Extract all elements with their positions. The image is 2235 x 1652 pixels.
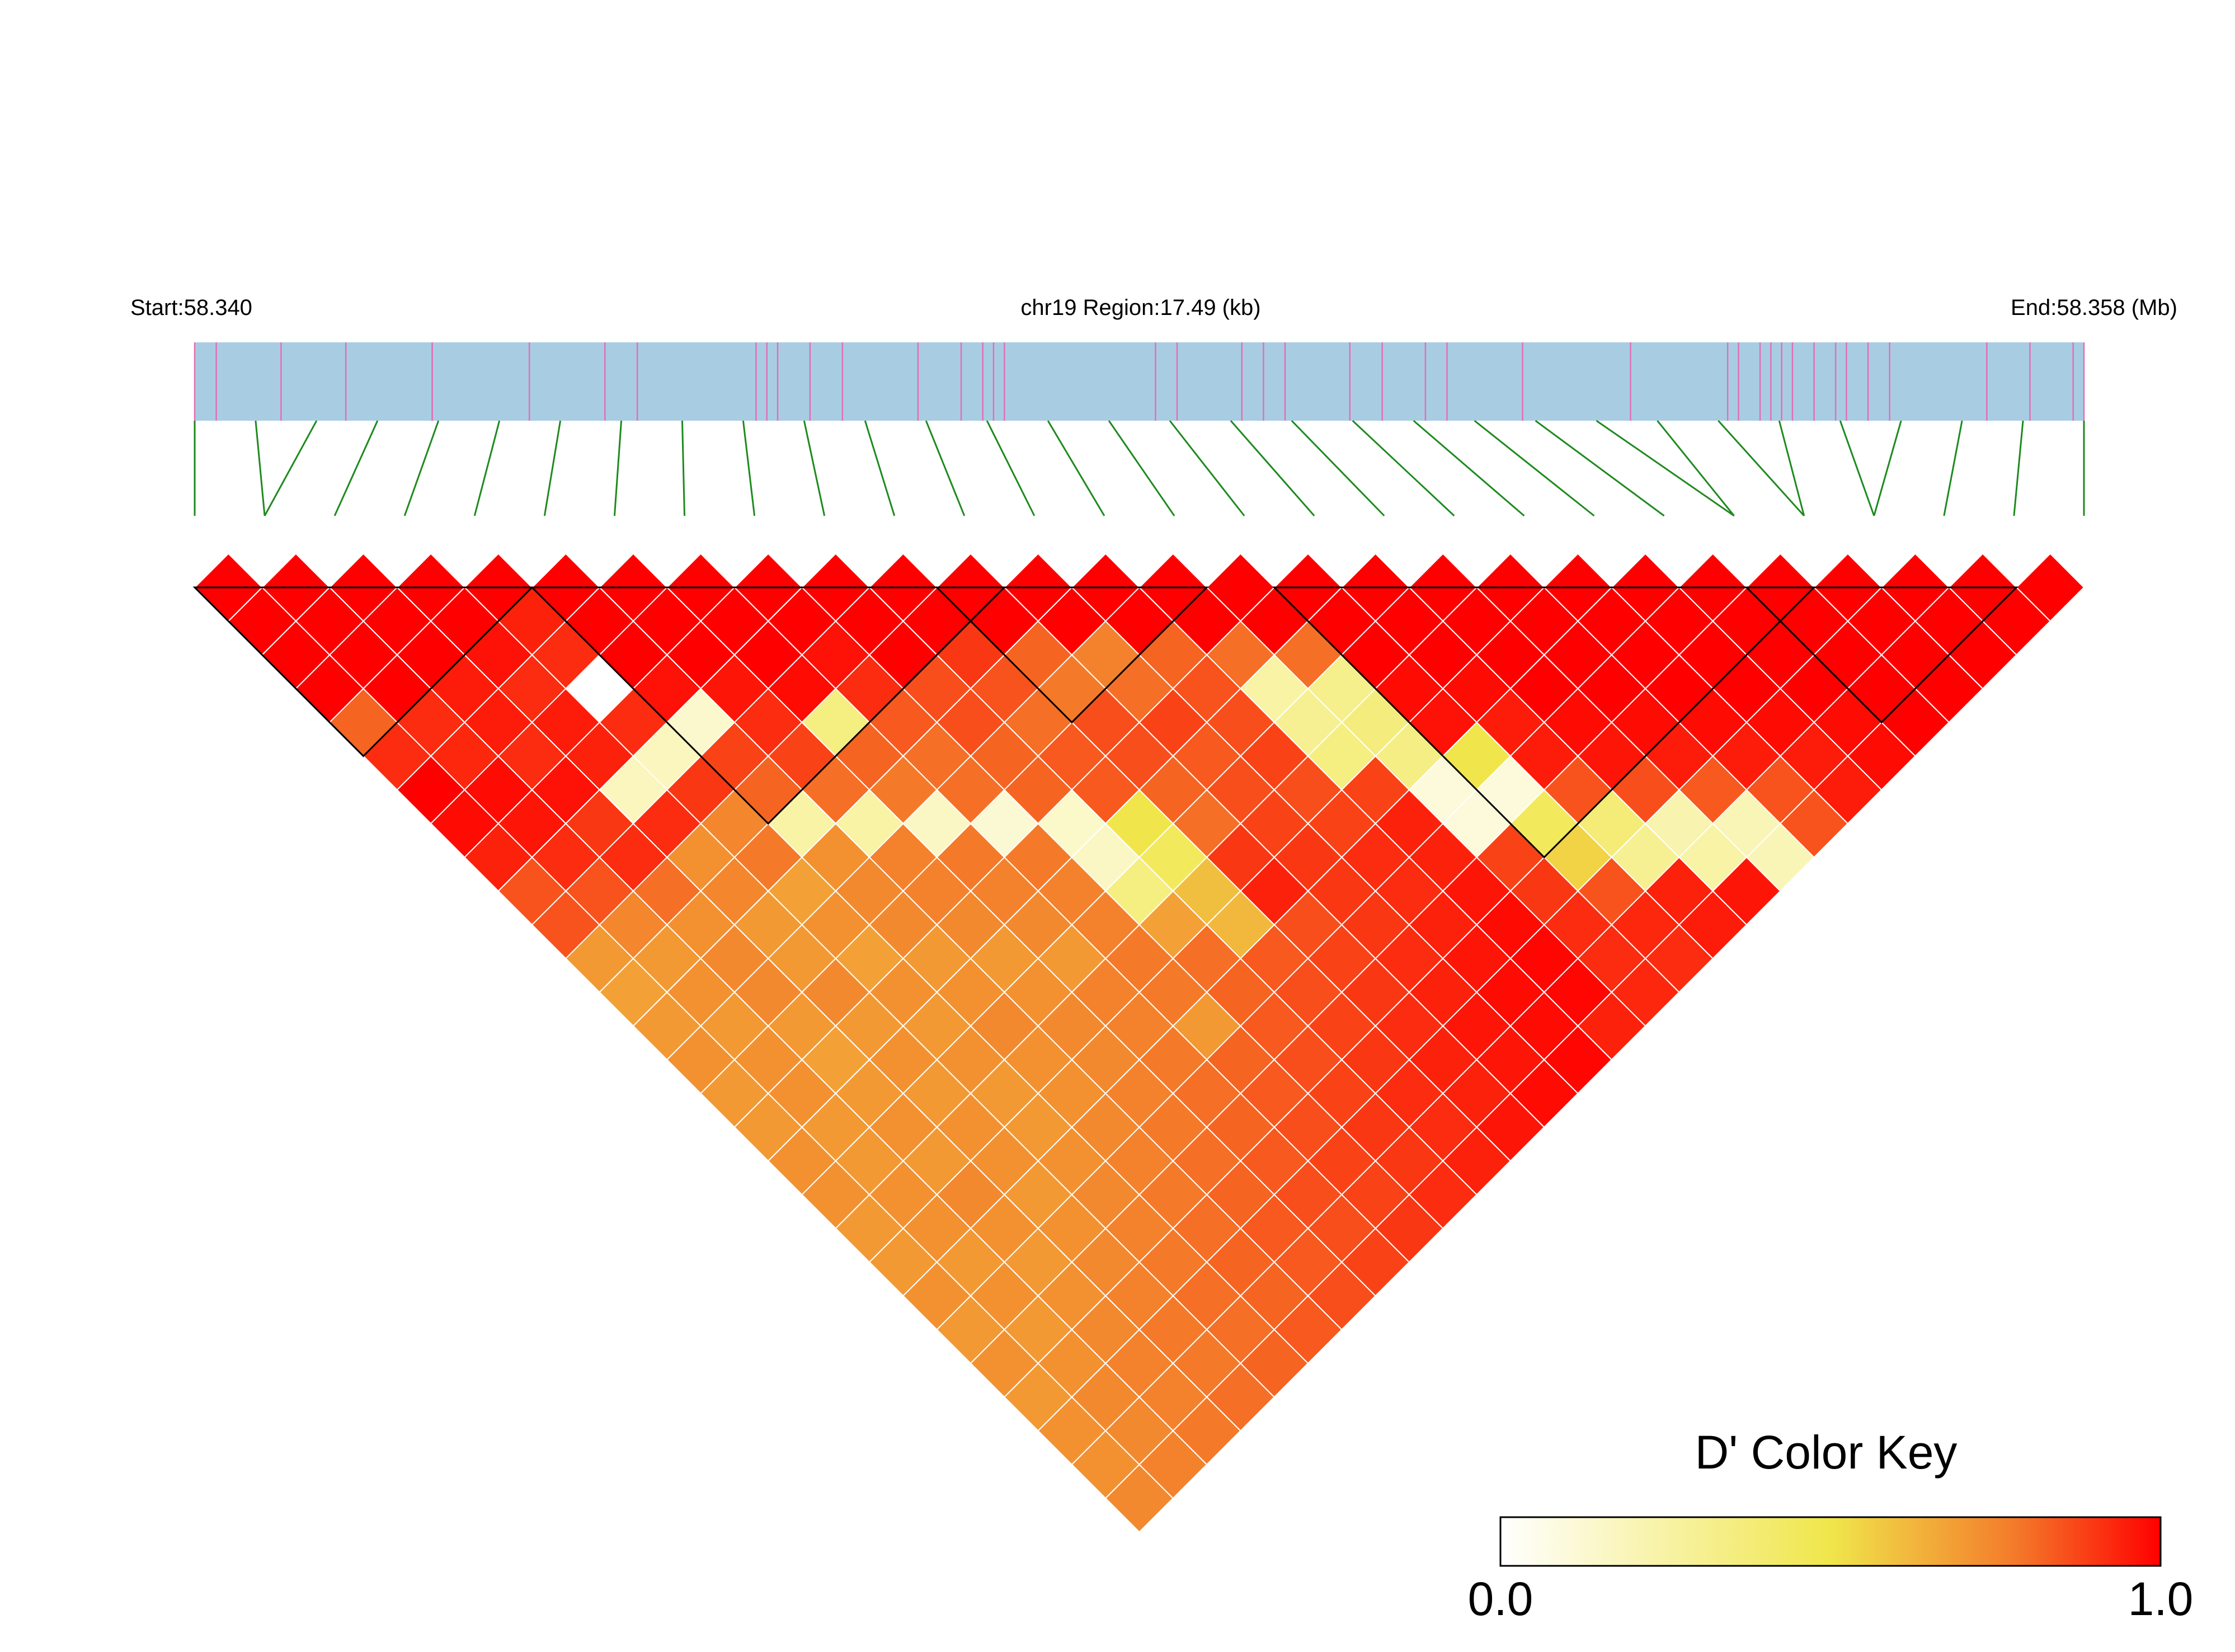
haplotype-block-outline bbox=[1272, 586, 1817, 859]
header: Start:58.340 chr19 Region:17.49 (kb) End… bbox=[130, 295, 2177, 320]
snp-connector bbox=[264, 420, 318, 516]
start-label: Start:58.340 bbox=[130, 295, 252, 320]
snp-connector bbox=[1718, 420, 1805, 517]
snp-connector bbox=[613, 420, 623, 516]
color-key: D' Color Key 0.0 1.0 bbox=[1468, 1426, 2194, 1625]
snp-connector bbox=[473, 420, 501, 516]
snp-connector bbox=[333, 420, 379, 516]
snp-connector bbox=[1169, 420, 1245, 516]
snp-connector bbox=[1230, 420, 1315, 516]
snp-connector bbox=[864, 420, 896, 516]
snp-connector bbox=[742, 420, 756, 516]
color-key-title: D' Color Key bbox=[1695, 1426, 1958, 1479]
snp-connector bbox=[403, 420, 440, 516]
snp-connector bbox=[1778, 420, 1805, 516]
snp-connector bbox=[1474, 420, 1595, 517]
snp-ticks bbox=[194, 342, 2085, 421]
haplotype-block-outline bbox=[935, 586, 1209, 724]
color-key-max-label: 1.0 bbox=[2128, 1573, 2194, 1625]
color-key-bar bbox=[1499, 1516, 2162, 1567]
snp-connector bbox=[1657, 420, 1735, 516]
snp-connector bbox=[1943, 420, 1963, 516]
snp-connector bbox=[543, 420, 562, 516]
ld-cells bbox=[194, 553, 2085, 1533]
snp-connector bbox=[1596, 420, 1735, 517]
haplotype-block-outline bbox=[530, 586, 1006, 825]
snp-connector bbox=[255, 420, 266, 516]
snp-connectors bbox=[194, 420, 2085, 517]
end-label: End:58.358 (Mb) bbox=[2011, 295, 2177, 320]
snp-connector bbox=[1108, 420, 1175, 516]
haplotype-block-outline bbox=[1744, 586, 2019, 724]
haplotype-block-outline bbox=[192, 586, 534, 757]
snp-connector bbox=[1047, 420, 1105, 516]
snp-connector bbox=[1535, 420, 1665, 517]
snp-connector bbox=[681, 420, 686, 516]
region-bar bbox=[195, 342, 2084, 421]
snp-connector bbox=[2013, 420, 2024, 516]
snp-connector bbox=[1839, 420, 1875, 516]
snp-connector bbox=[1352, 420, 1455, 517]
snp-connector bbox=[986, 420, 1036, 516]
color-key-min-label: 0.0 bbox=[1468, 1573, 1533, 1625]
region-label: chr19 Region:17.49 (kb) bbox=[1020, 295, 1260, 320]
snp-connector bbox=[803, 420, 826, 516]
snp-connector bbox=[1413, 420, 1525, 517]
haplotype-blocks bbox=[192, 586, 2019, 859]
snp-connector bbox=[1291, 420, 1385, 517]
snp-connector bbox=[925, 420, 966, 516]
snp-connector bbox=[1873, 420, 1902, 516]
